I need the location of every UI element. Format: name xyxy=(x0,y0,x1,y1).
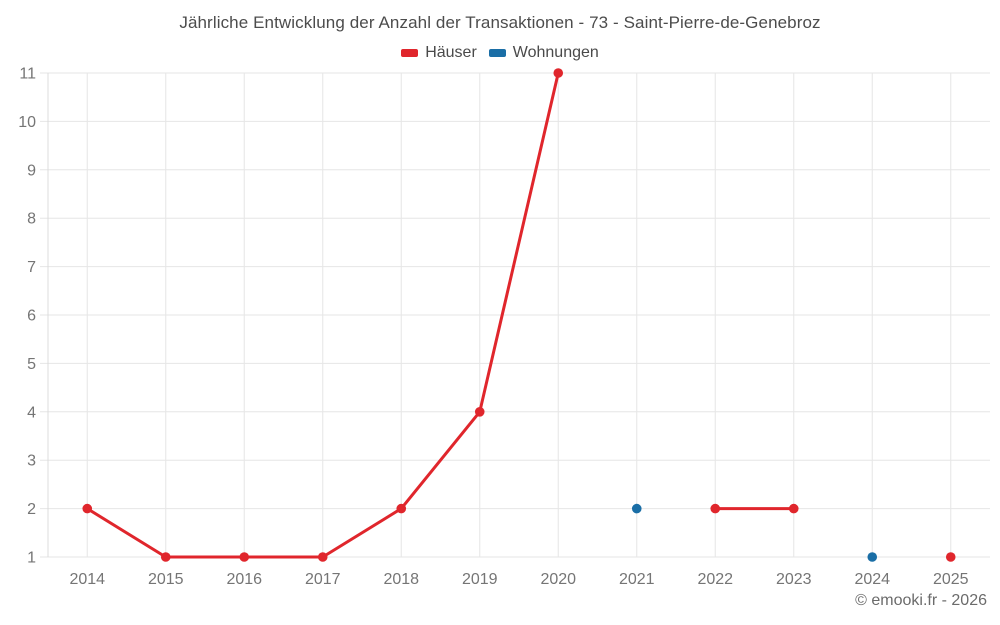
data-point-marker xyxy=(82,503,93,514)
data-point-marker xyxy=(317,552,328,562)
legend-label-wohnungen: Wohnungen xyxy=(512,44,599,61)
data-point-marker xyxy=(160,552,171,562)
legend-swatch-haeuser-icon xyxy=(401,49,419,57)
legend-label-haeuser: Häuser xyxy=(425,44,477,61)
legend: Häuser Wohnungen xyxy=(0,44,1000,62)
y-axis-tick-label: 9 xyxy=(27,162,36,179)
data-point-marker xyxy=(945,552,956,562)
y-axis-tick-label: 4 xyxy=(27,404,36,421)
x-axis-tick-label: 2023 xyxy=(776,571,812,588)
data-point-marker xyxy=(867,552,878,562)
y-axis-tick-label: 8 xyxy=(27,211,36,228)
data-point-marker xyxy=(396,503,407,514)
x-axis-tick-label: 2014 xyxy=(69,571,105,588)
legend-item-wohnungen[interactable]: Wohnungen xyxy=(488,44,599,62)
copyright-footer: © emooki.fr - 2026 xyxy=(855,592,987,609)
data-point-marker xyxy=(710,503,721,514)
data-point-marker xyxy=(239,552,250,562)
chart-title: Jährliche Entwicklung der Anzahl der Tra… xyxy=(179,13,821,32)
y-axis-tick-label: 11 xyxy=(19,66,36,83)
x-axis-tick-label: 2020 xyxy=(540,571,576,588)
x-axis-tick-label: 2025 xyxy=(933,571,969,588)
data-point-marker xyxy=(553,68,564,78)
x-axis-tick-label: 2018 xyxy=(383,571,419,588)
y-axis-tick-label: 7 xyxy=(27,259,36,276)
legend-item-haeuser[interactable]: Häuser xyxy=(401,44,477,62)
data-point-marker xyxy=(474,407,485,417)
x-axis-tick-label: 2019 xyxy=(462,571,498,588)
data-point-marker xyxy=(788,503,799,514)
y-axis-tick-label: 10 xyxy=(18,114,36,131)
x-axis-tick-label: 2017 xyxy=(305,571,341,588)
data-point-marker xyxy=(631,503,642,514)
x-axis-tick-label: 2022 xyxy=(697,571,733,588)
x-axis-tick-label: 2024 xyxy=(854,571,890,588)
x-axis-tick-label: 2021 xyxy=(619,571,655,588)
y-axis-tick-label: 3 xyxy=(27,453,36,470)
y-axis-tick-label: 1 xyxy=(27,550,36,567)
x-axis-tick-label: 2015 xyxy=(148,571,184,588)
y-axis-tick-label: 2 xyxy=(27,501,36,518)
x-axis-tick-label: 2016 xyxy=(226,571,262,588)
y-axis-tick-label: 5 xyxy=(27,356,36,373)
legend-swatch-wohnungen-icon xyxy=(488,49,506,57)
y-axis-tick-label: 6 xyxy=(27,308,36,325)
